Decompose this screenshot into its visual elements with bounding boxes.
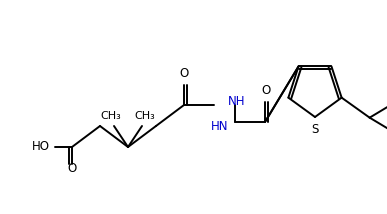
- Text: NH: NH: [228, 95, 245, 107]
- Text: S: S: [311, 123, 319, 136]
- Text: CH₃: CH₃: [101, 111, 122, 121]
- Text: HN: HN: [211, 119, 228, 132]
- Text: O: O: [261, 84, 271, 97]
- Text: O: O: [67, 162, 77, 175]
- Text: HO: HO: [32, 141, 50, 153]
- Text: CH₃: CH₃: [135, 111, 155, 121]
- Text: O: O: [180, 67, 188, 80]
